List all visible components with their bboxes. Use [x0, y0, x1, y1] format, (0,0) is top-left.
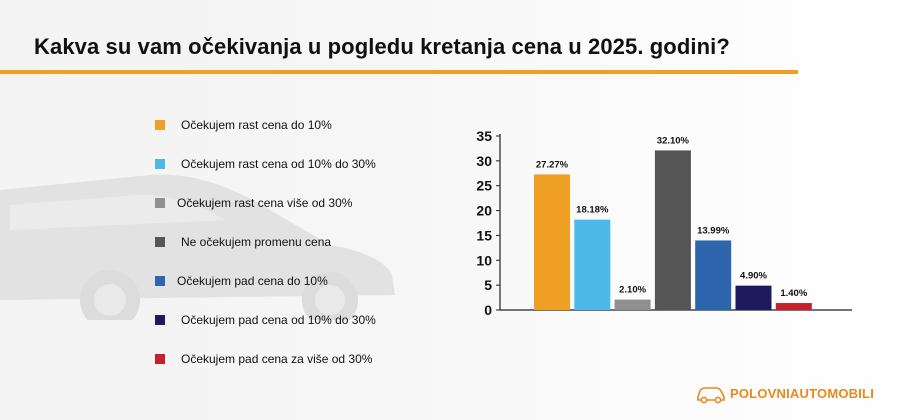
legend-label: Ne očekujem promenu cena — [181, 235, 332, 249]
y-tick-label: 0 — [484, 302, 492, 318]
y-tick-label: 10 — [476, 252, 492, 268]
legend-item: Očekujem rast cena do 10% — [155, 116, 332, 134]
y-tick-label: 35 — [476, 128, 492, 144]
legend-swatch — [155, 315, 165, 325]
legend-swatch — [155, 120, 165, 130]
bar-data-label: 2.10% — [619, 285, 646, 296]
bar — [735, 285, 772, 310]
legend-label: Očekujem rast cena više od 30% — [177, 196, 353, 210]
y-tick-label: 25 — [476, 178, 492, 194]
bar-data-label: 13.99% — [697, 225, 730, 236]
bar-data-label: 1.40% — [780, 288, 807, 299]
bar-data-label: 18.18% — [576, 205, 609, 216]
legend-item: Očekujem pad cena do 10% — [155, 272, 328, 290]
legend-swatch — [155, 354, 165, 364]
legend-swatch — [155, 276, 165, 286]
bar-chart: 0 5 10 15 20 25 30 35 27.27% 18.18% 2.10% 32.10% 13.… — [476, 128, 852, 318]
brand-logo: POLOVNI AUTOMOBILI — [696, 378, 874, 408]
legend-item: Očekujem pad cena za više od 30% — [155, 350, 372, 368]
bar — [654, 150, 691, 310]
y-tick-label: 5 — [484, 277, 492, 293]
title-underline — [0, 70, 798, 74]
legend-label: Očekujem pad cena od 10% do 30% — [181, 313, 376, 327]
page-title: Kakva su vam očekivanja u pogledu kretan… — [34, 34, 730, 59]
legend-label: Očekujem rast cena do 10% — [181, 118, 332, 132]
y-tick-label: 30 — [476, 153, 492, 169]
legend-label: Očekujem rast cena od 10% do 30% — [181, 157, 376, 171]
legend-label: Očekujem pad cena do 10% — [177, 274, 328, 288]
logo-text-automobili: AUTOMOBILI — [789, 385, 875, 401]
bar — [614, 299, 651, 310]
legend-item: Očekujem pad cena od 10% do 30% — [155, 311, 376, 329]
y-tick-label: 15 — [476, 227, 492, 243]
bar — [775, 303, 812, 310]
legend-item: Očekujem rast cena više od 30% — [155, 194, 352, 212]
car-outline-icon — [697, 387, 725, 404]
bar-data-label: 32.10% — [657, 135, 690, 146]
logo-text-polovni: POLOVNI — [730, 385, 790, 401]
legend-swatch — [155, 237, 165, 247]
legend-swatch — [155, 159, 165, 169]
legend-label: Očekujem pad cena za više od 30% — [181, 352, 373, 366]
bar — [534, 174, 570, 310]
legend-swatch — [155, 198, 165, 208]
legend-item: Očekujem rast cena od 10% do 30% — [155, 155, 376, 173]
bar-data-label: 4.90% — [740, 271, 767, 282]
chart-legend: Očekujem rast cena do 10% Očekujem rast … — [155, 0, 455, 420]
bar-data-label: 27.27% — [536, 159, 569, 170]
legend-item: Ne očekujem promenu cena — [155, 233, 331, 251]
car-silhouette-icon — [0, 174, 395, 320]
bar — [574, 219, 611, 310]
y-tick-label: 20 — [476, 203, 492, 219]
bar — [695, 240, 732, 310]
